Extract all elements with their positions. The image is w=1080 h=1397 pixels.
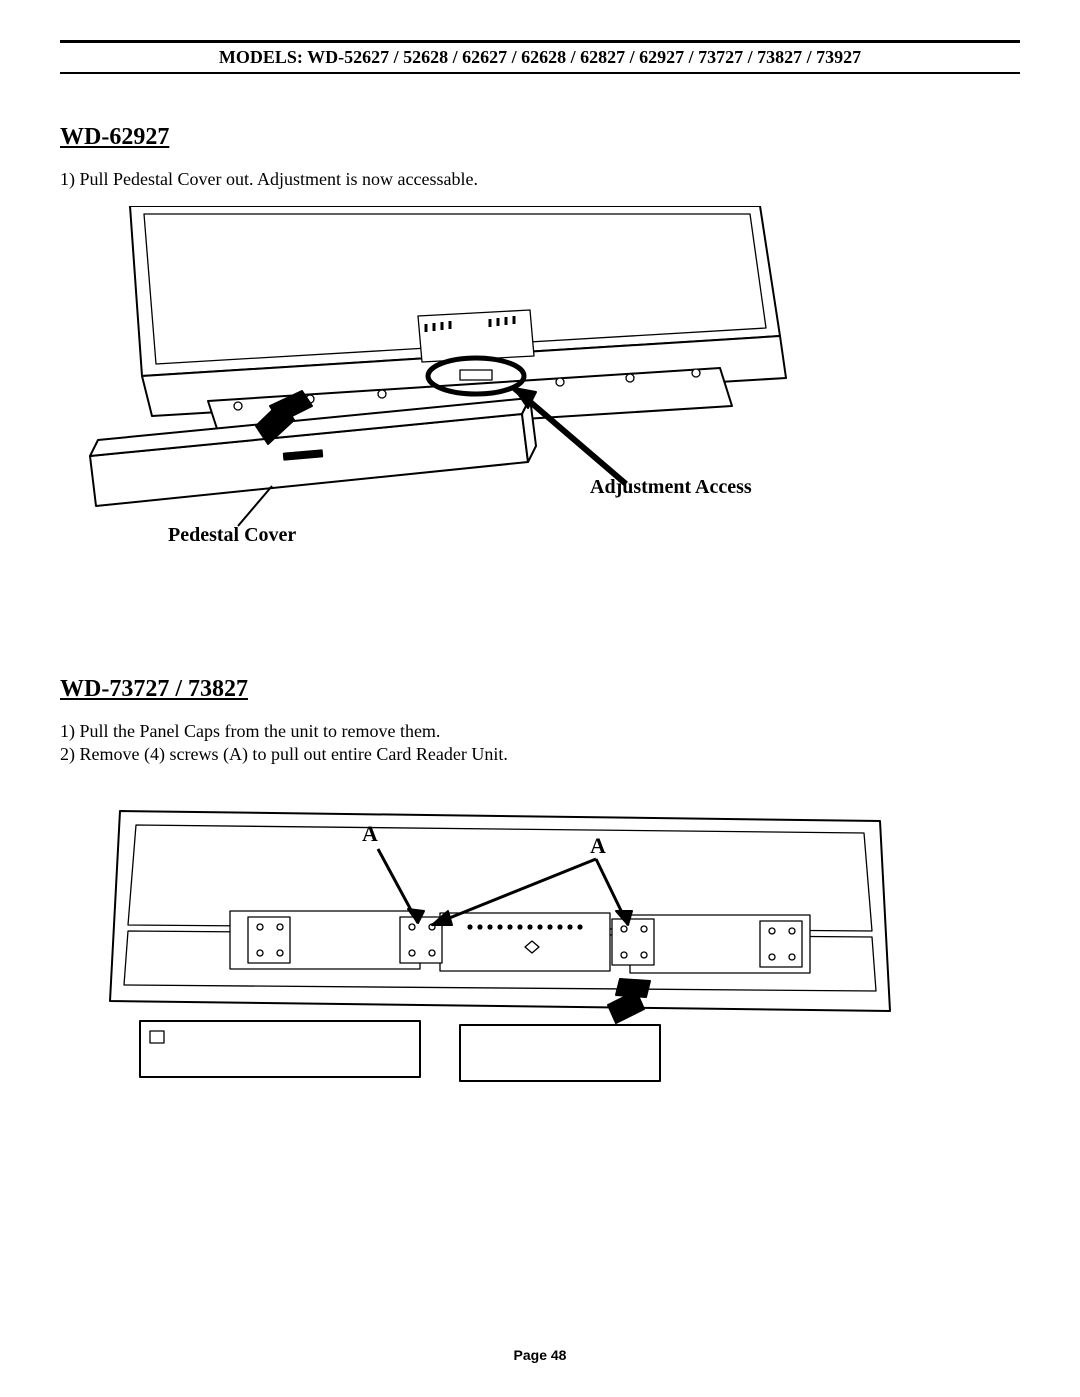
page-header: MODELS: WD-52627 / 52628 / 62627 / 62628… xyxy=(60,40,1020,74)
callout-pedestal-cover: Pedestal Cover xyxy=(168,524,296,547)
diagram-wd73727 xyxy=(60,781,920,1121)
section2-heading: WD-73727 / 73827 xyxy=(60,676,1020,703)
callout-adjustment-access: Adjustment Access xyxy=(590,476,752,499)
section1-heading: WD-62927 xyxy=(60,124,1020,151)
section2-step1: 1) Pull the Panel Caps from the unit to … xyxy=(60,721,1020,742)
figure-wd73727: A A xyxy=(60,781,1020,1121)
section2-step2: 2) Remove (4) screws (A) to pull out ent… xyxy=(60,744,1020,765)
screw-label-a-right: A xyxy=(590,833,606,859)
manual-page: MODELS: WD-52627 / 52628 / 62627 / 62628… xyxy=(0,0,1080,1397)
figure-wd62927: Adjustment Access Pedestal Cover xyxy=(60,206,1020,586)
page-number: Page 48 xyxy=(0,1347,1080,1363)
section1-step1: 1) Pull Pedestal Cover out. Adjustment i… xyxy=(60,169,1020,190)
screw-label-a-left: A xyxy=(362,821,378,847)
